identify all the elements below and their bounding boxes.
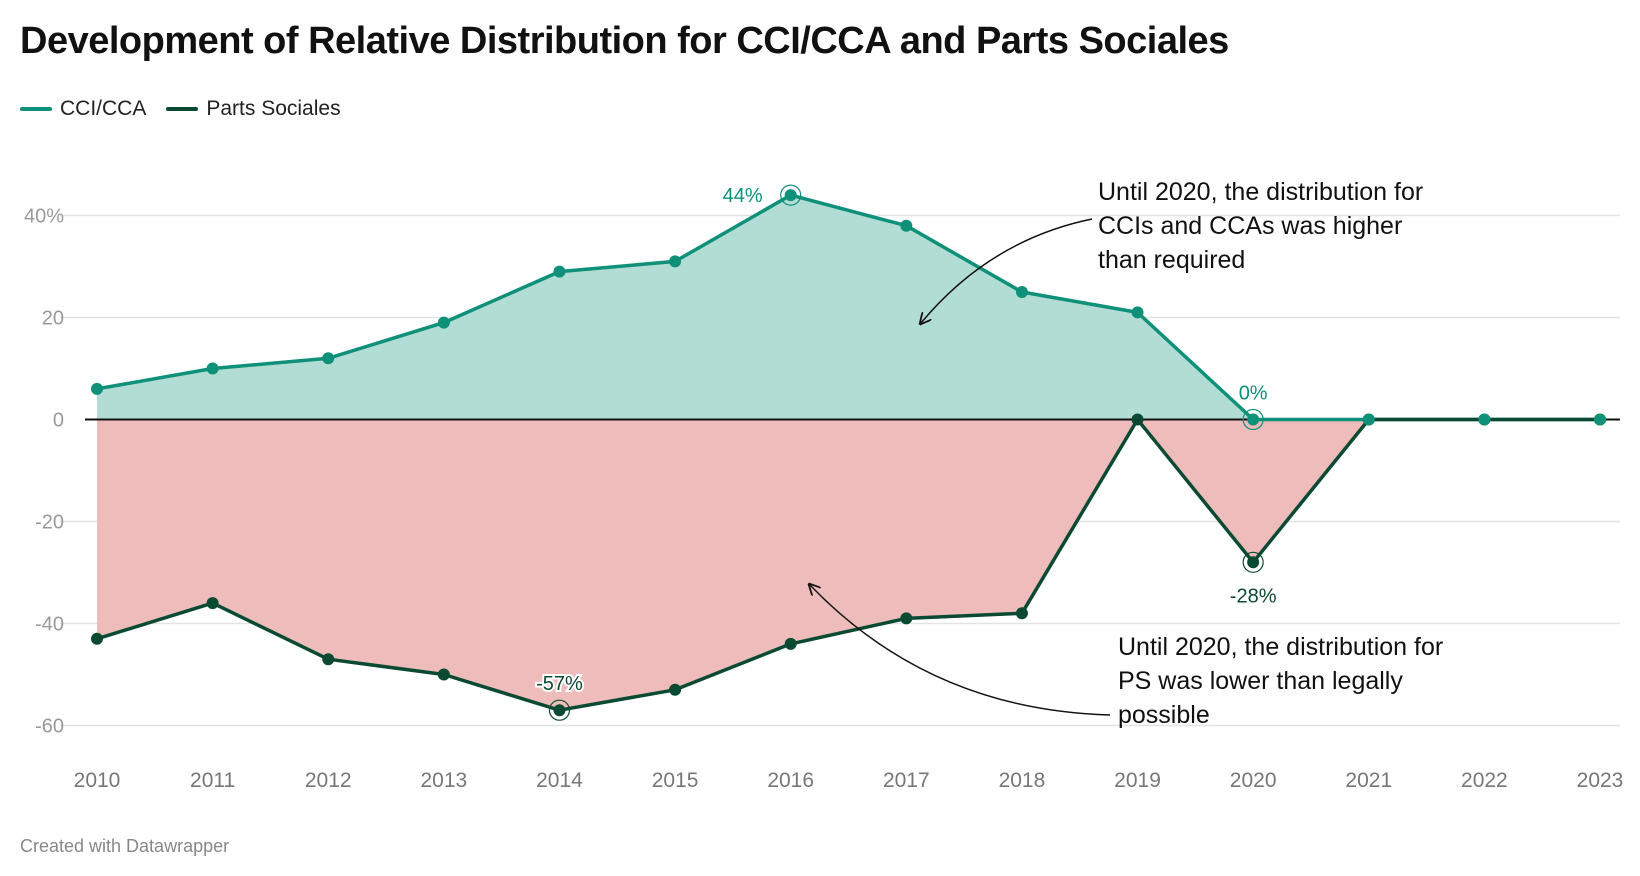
legend-label: Parts Sociales (206, 97, 341, 120)
data-point (553, 265, 566, 278)
legend: CCI/CCA Parts Sociales (20, 97, 341, 121)
y-tick-label: -40 (35, 614, 64, 636)
x-tick-label: 2012 (305, 769, 352, 792)
data-point (1594, 413, 1606, 426)
data-point (206, 362, 219, 375)
data-point (784, 189, 797, 202)
annotation-arrow (921, 218, 1093, 323)
annotation-arrow (810, 585, 1111, 716)
annotation-line: possible (1118, 701, 1210, 729)
data-point (91, 382, 103, 395)
line-cci-cca (96, 193, 1600, 422)
data-point (553, 704, 566, 717)
highlight-ring (548, 699, 571, 721)
x-tick-label: 2010 (74, 769, 121, 792)
legend-swatch (166, 107, 199, 111)
annotation-line: Until 2020, the distribution for (1118, 633, 1444, 661)
x-tick-label: 2019 (1114, 769, 1161, 792)
data-point (322, 653, 335, 666)
highlight-ring (1242, 408, 1264, 431)
data-point (1131, 413, 1144, 426)
data-point (1478, 413, 1491, 426)
data-label: 44% (723, 185, 763, 207)
x-tick-label: 2020 (1230, 769, 1277, 792)
legend-item-cci-cca: CCI/CCA (20, 97, 146, 121)
footer-credit: Created with Datawrapper (20, 836, 230, 856)
data-point (1247, 556, 1260, 569)
y-tick-label: -20 (35, 512, 64, 534)
y-tick-label: 0 (53, 410, 64, 432)
x-tick-label: 2022 (1461, 769, 1508, 792)
x-tick-label: 2013 (420, 769, 467, 792)
data-point (91, 632, 103, 645)
annotation-line: PS was lower than legally (1118, 667, 1403, 695)
y-tick-label: 40% (24, 206, 64, 228)
x-tick-label: 2011 (190, 769, 235, 792)
highlight-ring (780, 184, 802, 206)
data-point (1131, 306, 1144, 319)
x-tick-label: 2021 (1345, 769, 1392, 792)
data-point (1362, 413, 1375, 426)
area-cci-cca (97, 195, 1600, 420)
annotation-ps: Until 2020, the distribution for PS was … (1118, 630, 1443, 732)
x-tick-label: 2016 (767, 769, 814, 792)
legend-item-parts-sociales: Parts Sociales (166, 97, 341, 121)
area-parts-sociales (97, 419, 1600, 711)
chart-title: Development of Relative Distribution for… (20, 20, 1229, 62)
data-point (1015, 607, 1028, 620)
highlight-ring (1242, 551, 1264, 573)
data-point (784, 637, 797, 650)
annotation-line: CCIs and CCAs was higher (1098, 212, 1403, 240)
data-point (437, 668, 450, 681)
annotation-line: than required (1098, 246, 1246, 274)
data-point (206, 597, 219, 610)
legend-swatch (20, 107, 52, 111)
x-tick-label: 2015 (652, 769, 699, 792)
y-tick-label: 20 (42, 308, 64, 330)
data-point (900, 219, 913, 232)
x-tick-label: 2017 (883, 769, 930, 792)
data-point (437, 316, 450, 329)
x-tick-label: 2018 (999, 769, 1046, 792)
data-label: -28% (1230, 585, 1277, 607)
line-parts-sociales (96, 417, 1600, 712)
data-point (669, 683, 682, 696)
annotation-cci: Until 2020, the distribution for CCIs an… (1098, 175, 1423, 277)
data-point (900, 612, 913, 625)
data-point (1015, 286, 1028, 298)
y-tick-label: -60 (35, 716, 64, 738)
data-point (1247, 413, 1260, 426)
data-label: 0% (1239, 383, 1268, 405)
legend-label: CCI/CCA (60, 97, 147, 120)
data-point (669, 255, 682, 268)
data-label: -57% (536, 673, 583, 695)
annotation-line: Until 2020, the distribution for (1098, 178, 1424, 206)
data-point (322, 352, 335, 365)
x-tick-label: 2014 (536, 769, 583, 792)
x-tick-label: 2023 (1577, 769, 1624, 792)
